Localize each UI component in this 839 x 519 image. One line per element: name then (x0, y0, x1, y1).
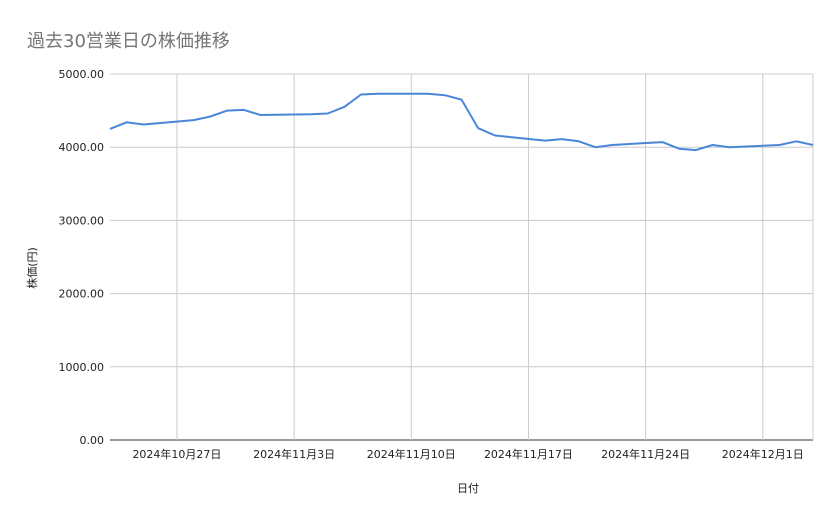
chart-title: 過去30営業日の株価推移 (27, 31, 230, 52)
y-tick-label: 4000.00 (59, 141, 105, 154)
series-line (109, 92, 814, 152)
x-tick-label: 2024年11月3日 (253, 447, 335, 461)
y-tick-label: 0.00 (80, 434, 105, 447)
x-tick-label: 2024年11月24日 (601, 447, 690, 461)
y-tick-label: 2000.00 (59, 288, 105, 301)
y-tick-label: 3000.00 (59, 214, 105, 227)
x-tick-label: 2024年11月17日 (484, 447, 573, 461)
x-tick-label: 2024年10月27日 (132, 447, 221, 461)
y-tick-label: 1000.00 (59, 361, 105, 374)
x-tick-label: 2024年12月1日 (722, 447, 804, 461)
y-tick-label: 5000.00 (59, 68, 105, 81)
y-axis-label: 株価(円) (25, 247, 39, 289)
x-tick-label: 2024年11月10日 (367, 447, 456, 461)
x-axis-label: 日付 (457, 482, 479, 495)
